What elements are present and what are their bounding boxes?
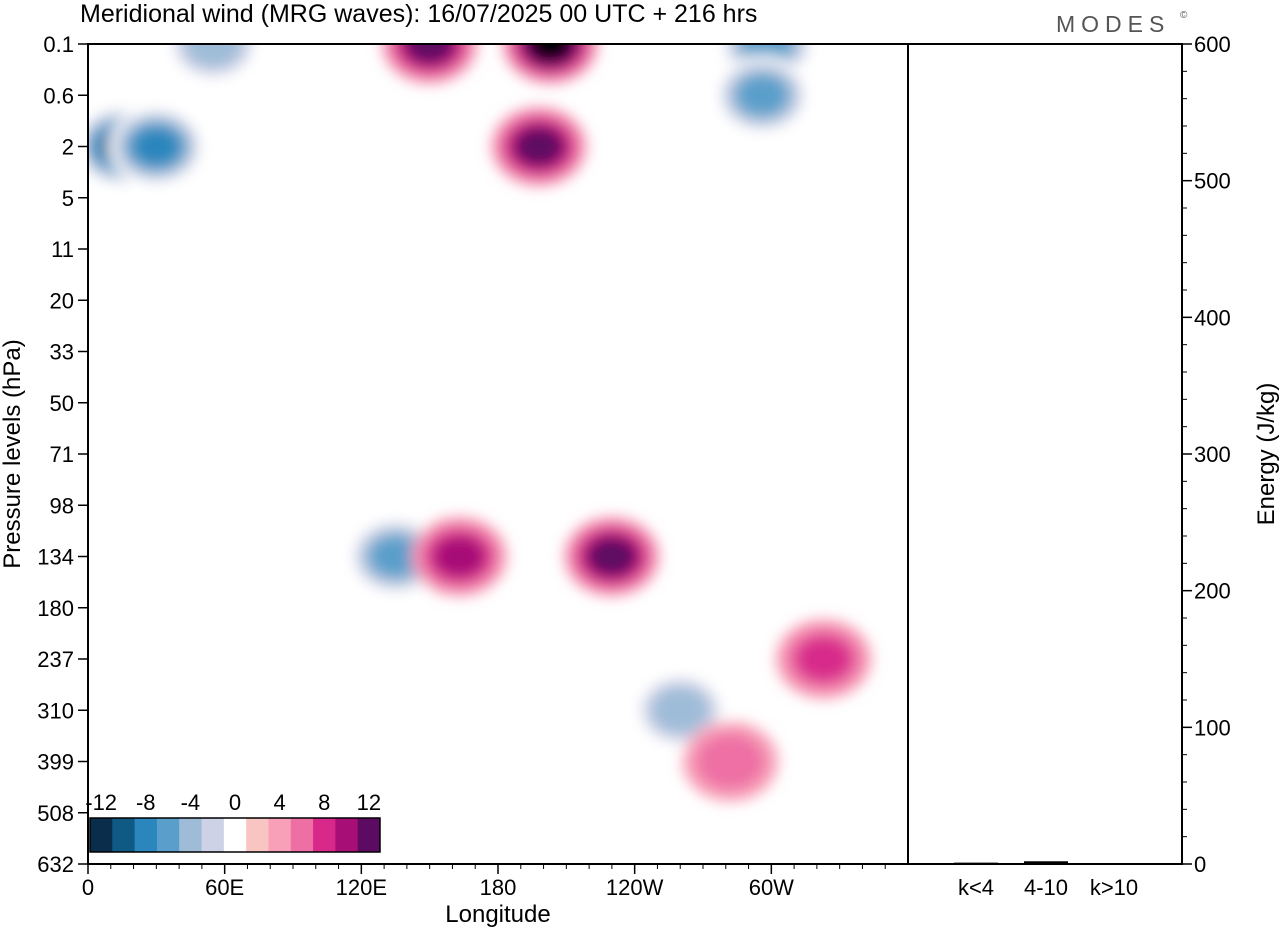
energy-tick-label: 300 [1194, 442, 1231, 467]
y-tick-label: 237 [37, 647, 74, 672]
y-tick-label: 11 [51, 237, 74, 262]
x-tick-label: 120E [336, 875, 387, 900]
colorbar-segment [335, 818, 359, 852]
energy-category-label: k<4 [958, 875, 994, 900]
energy-category-label: 4-10 [1024, 875, 1068, 900]
contour-field [88, 44, 872, 802]
energy-tick-label: 100 [1194, 715, 1231, 740]
plot-background [88, 44, 908, 864]
energy-tick-label: 200 [1194, 579, 1231, 604]
y-tick-label: 71 [50, 442, 74, 467]
chart-title: Meridional wind (MRG waves): 16/07/2025 … [80, 0, 757, 28]
heatmap-panel: -12 -8 -4 0 4 8 12 0 60E 120E 180 120W 60W 0.1 0.6 2 5… [0, 32, 909, 928]
y-tick-label: 0.1 [43, 32, 74, 57]
y-tick-label: 98 [50, 493, 74, 518]
y-tick-label: 0.6 [43, 83, 74, 108]
brand-mark: © [1180, 10, 1188, 21]
energy-ticks: 0 100 200 300 400 500 600 [1182, 32, 1231, 877]
y-tick-label: 5 [62, 186, 74, 211]
colorbar-label: 4 [273, 790, 285, 815]
y-tick-label: 50 [50, 391, 74, 416]
energy-tick-label: 500 [1194, 169, 1231, 194]
contour-band [370, 536, 421, 577]
colorbar-label: -8 [136, 790, 156, 815]
contour-band [695, 733, 765, 790]
colorbar-segment [90, 818, 113, 852]
contour-band [588, 538, 636, 575]
colorbar-label: 0 [229, 790, 241, 815]
y-tick-label: 632 [37, 852, 74, 877]
x-tick-label: 120W [606, 875, 664, 900]
contour-band [736, 75, 788, 116]
y-axis-label: Pressure levels (hPa) [0, 339, 26, 568]
contour-band [651, 687, 709, 734]
contour-band [795, 636, 853, 682]
colorbar-segment [313, 818, 336, 852]
modes-logo: MODES © [1056, 10, 1188, 37]
energy-bar [954, 862, 998, 864]
x-tick-label: 60E [205, 875, 244, 900]
colorbar-frame [89, 817, 381, 853]
colorbar-segment [246, 818, 269, 852]
energy-category-ticks: k<4 4-10 k>10 [958, 875, 1138, 900]
colorbar-segment [201, 818, 225, 852]
y-tick-label: 399 [37, 750, 74, 775]
colorbar-segment [134, 818, 158, 852]
contour-band [515, 128, 563, 165]
longitude-ticks: 0 60E 120E 180 120W 60W [82, 864, 886, 900]
energy-tick-label: 0 [1194, 852, 1206, 877]
energy-category-label: k>10 [1090, 875, 1138, 900]
energy-tick-label: 400 [1194, 305, 1231, 330]
x-axis-label: Longitude [445, 901, 550, 928]
x-tick-label: 60W [749, 875, 794, 900]
contour-band [133, 128, 180, 165]
energy-bar [1024, 861, 1068, 864]
y-tick-label: 33 [50, 340, 74, 365]
x-tick-label: 180 [480, 875, 517, 900]
energy-axis-label: Energy (J/kg) [1253, 383, 1280, 526]
colorbar-segment [223, 818, 247, 852]
colorbar: -12 -8 -4 0 4 8 12 [85, 790, 381, 853]
colorbar-segment [268, 818, 292, 852]
contour-band [528, 44, 573, 61]
y-tick-label: 2 [62, 135, 74, 160]
y-tick-label: 310 [37, 698, 74, 723]
colorbar-segment [179, 818, 203, 852]
contour-band [184, 44, 242, 67]
colorbar-label: 8 [318, 790, 330, 815]
y-tick-label: 180 [37, 596, 74, 621]
x-tick-label: 0 [82, 875, 94, 900]
pressure-ticks: 0.1 0.6 2 5 11 20 33 50 71 98 134 180 237 310 399 508 63… [37, 32, 88, 877]
brand-name: MODES [1056, 11, 1170, 37]
energy-tick-label: 600 [1194, 32, 1231, 57]
colorbar-label: 12 [357, 790, 381, 815]
colorbar-segment [156, 818, 180, 852]
colorbar-label: -4 [181, 790, 201, 815]
colorbar-segment [290, 818, 314, 852]
y-tick-label: 20 [50, 288, 74, 313]
energy-panel: k<4 4-10 k>10 0 100 200 300 400 500 600 Energy (… [907, 32, 1280, 900]
colorbar-label: -12 [85, 790, 117, 815]
energy-frame [907, 43, 1183, 865]
y-tick-label: 134 [37, 545, 74, 570]
contour-band [433, 536, 485, 577]
wind-contours [88, 44, 872, 802]
energy-bars [954, 861, 1068, 864]
y-tick-label: 508 [37, 801, 74, 826]
colorbar-segment [357, 818, 381, 852]
colorbar-segment [112, 818, 136, 852]
contour-band [406, 44, 453, 63]
